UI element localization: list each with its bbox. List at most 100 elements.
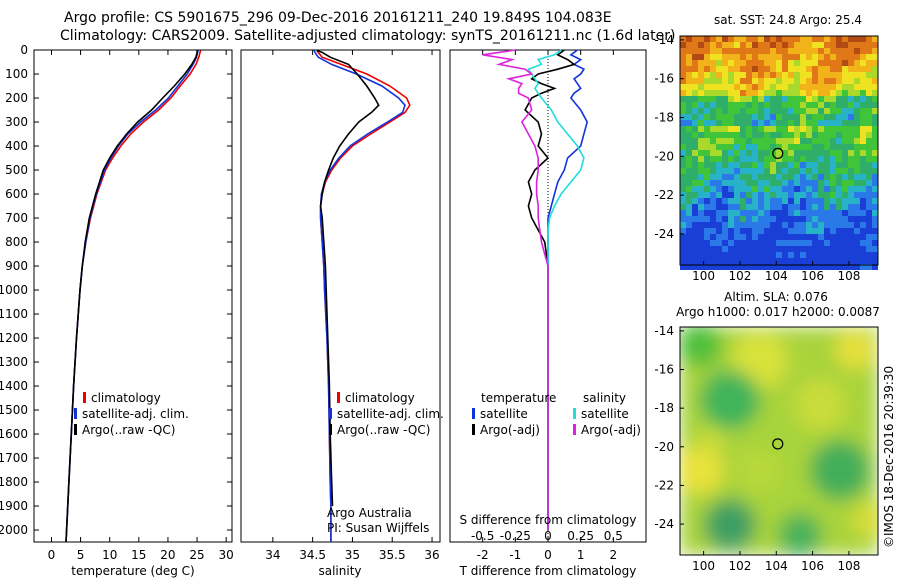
sst-cell [734, 210, 740, 216]
sst-cell [818, 258, 824, 264]
sst-cell [686, 120, 692, 126]
sst-cell [836, 132, 842, 138]
sst-cell [866, 246, 872, 252]
sst-cell [728, 228, 734, 234]
y-tick-label: 2000 [0, 523, 28, 537]
sst-cell [860, 264, 866, 270]
sst-cell [680, 168, 686, 174]
sst-cell [830, 234, 836, 240]
sst-cell [800, 102, 806, 108]
sst-cell [716, 96, 722, 102]
sst-cell [728, 246, 734, 252]
sst-cell [872, 78, 878, 84]
sst-cell [734, 84, 740, 90]
sst-cell [872, 150, 878, 156]
x-tick-label: 2 [610, 548, 618, 562]
sst-cell [860, 78, 866, 84]
sst-cell [698, 174, 704, 180]
sst-cell [782, 156, 788, 162]
sst-cell [800, 144, 806, 150]
sst-cell [836, 180, 842, 186]
sst-cell [866, 192, 872, 198]
sst-cell [716, 66, 722, 72]
sst-cell [704, 108, 710, 114]
sst-cell [824, 180, 830, 186]
sst-cell [776, 246, 782, 252]
sst-cell [866, 90, 872, 96]
sst-cell [728, 36, 734, 42]
sst-cell [806, 144, 812, 150]
sst-cell [680, 96, 686, 102]
sst-cell [794, 54, 800, 60]
sst-cell [716, 258, 722, 264]
sst-cell [740, 126, 746, 132]
sst-cell [830, 156, 836, 162]
sst-cell [740, 180, 746, 186]
sst-cell [842, 192, 848, 198]
sst-cell [794, 72, 800, 78]
sst-cell [722, 192, 728, 198]
sst-cell [782, 90, 788, 96]
sst-cell [740, 198, 746, 204]
sst-cell [842, 222, 848, 228]
sst-cell [680, 120, 686, 126]
sst-cell [776, 78, 782, 84]
sst-cell [830, 132, 836, 138]
sst-cell [758, 42, 764, 48]
sst-cell [752, 138, 758, 144]
sst-cell [758, 216, 764, 222]
sst-cell [812, 36, 818, 42]
sst-cell [818, 264, 824, 270]
sst-cell [866, 156, 872, 162]
sst-cell [860, 138, 866, 144]
sst-cell [746, 84, 752, 90]
sst-cell [716, 132, 722, 138]
sst-cell [800, 66, 806, 72]
sst-cell [746, 36, 752, 42]
sst-cell [872, 96, 878, 102]
sst-cell [680, 84, 686, 90]
sst-cell [746, 144, 752, 150]
sst-cell [836, 54, 842, 60]
sst-cell [836, 126, 842, 132]
sst-cell [782, 216, 788, 222]
sst-cell [770, 234, 776, 240]
sst-cell [758, 126, 764, 132]
sst-cell [812, 126, 818, 132]
sst-cell [692, 108, 698, 114]
sst-cell [806, 168, 812, 174]
sst-cell [788, 192, 794, 198]
sst-cell [830, 66, 836, 72]
x-tick-label: 100 [692, 269, 715, 283]
legend-t-satellite: satellite [480, 407, 528, 421]
sst-cell [830, 78, 836, 84]
sst-cell [698, 210, 704, 216]
sst-cell [686, 42, 692, 48]
sst-cell [746, 90, 752, 96]
sst-cell [716, 84, 722, 90]
sst-cell [836, 192, 842, 198]
sst-cell [824, 48, 830, 54]
sst-cell [782, 66, 788, 72]
sst-cell [824, 150, 830, 156]
sst-cell [734, 228, 740, 234]
sst-cell [692, 162, 698, 168]
sst-cell [698, 54, 704, 60]
sst-cell [764, 258, 770, 264]
sst-cell [734, 138, 740, 144]
sst-cell [872, 192, 878, 198]
sst-cell [716, 162, 722, 168]
y-tick-label: -18 [654, 111, 674, 125]
sst-cell [746, 234, 752, 240]
sst-cell [698, 84, 704, 90]
sst-cell [710, 234, 716, 240]
sst-cell [806, 252, 812, 258]
sst-cell [752, 36, 758, 42]
sst-cell [704, 204, 710, 210]
sst-cell [854, 138, 860, 144]
sst-cell [752, 240, 758, 246]
sst-cell [746, 102, 752, 108]
sst-cell [698, 168, 704, 174]
sst-cell [866, 150, 872, 156]
sst-cell [866, 108, 872, 114]
